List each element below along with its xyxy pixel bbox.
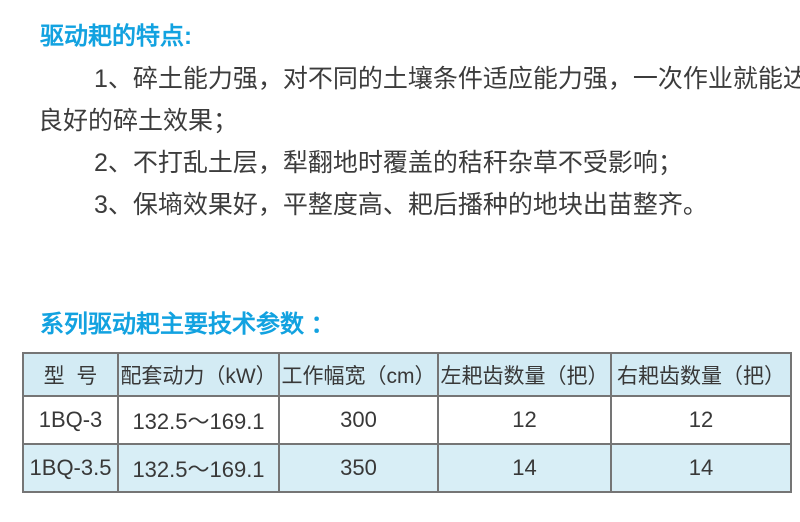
cell-power: 132.5～169.1: [117, 443, 280, 493]
cell-power: 132.5～169.1: [117, 395, 280, 445]
cell-left-tines: 14: [437, 443, 612, 493]
cell-left-tines: 12: [437, 395, 612, 445]
column-header-left-tines: 左耙齿数量（把）: [437, 352, 612, 397]
cell-width: 350: [278, 443, 439, 493]
column-header-power: 配套动力（kW）: [117, 352, 280, 397]
feature-line-3: 3、保墒效果好，平整度高、耙后播种的地块出苗整齐。: [94, 191, 708, 219]
cell-width: 300: [278, 395, 439, 445]
specs-title: 系列驱动耙主要技术参数 ：: [40, 311, 335, 338]
cell-model: 1BQ-3: [22, 395, 119, 445]
cell-right-tines: 14: [610, 443, 792, 493]
cell-right-tines: 12: [610, 395, 792, 445]
column-header-width: 工作幅宽（cm）: [278, 352, 439, 397]
specs-table: 型 号 配套动力（kW） 工作幅宽（cm） 左耙齿数量（把） 右耙齿数量（把） …: [22, 352, 792, 493]
column-header-right-tines: 右耙齿数量（把）: [610, 352, 792, 397]
feature-line-1: 1、碎土能力强，对不同的土壤条件适应能力强，一次作业就能达到: [94, 65, 800, 93]
features-list: 1、碎土能力强，对不同的土壤条件适应能力强，一次作业就能达到 良好的碎土效果； …: [38, 58, 800, 226]
feature-line-1-wrap: 良好的碎土效果；: [38, 107, 239, 135]
feature-line-2: 2、不打乱土层，犁翻地时覆盖的秸秆杂草不受影响；: [94, 149, 683, 177]
table-row-1bq35: 1BQ-3.5 132.5～169.1 350 14 14: [22, 443, 792, 493]
cell-model: 1BQ-3.5: [22, 443, 119, 493]
table-row-1bq3: 1BQ-3 132.5～169.1 300 12 12: [22, 395, 792, 445]
features-title: 驱动耙的特点:: [40, 23, 192, 50]
column-header-model: 型 号: [22, 352, 119, 397]
table-header-row: 型 号 配套动力（kW） 工作幅宽（cm） 左耙齿数量（把） 右耙齿数量（把）: [22, 352, 792, 397]
